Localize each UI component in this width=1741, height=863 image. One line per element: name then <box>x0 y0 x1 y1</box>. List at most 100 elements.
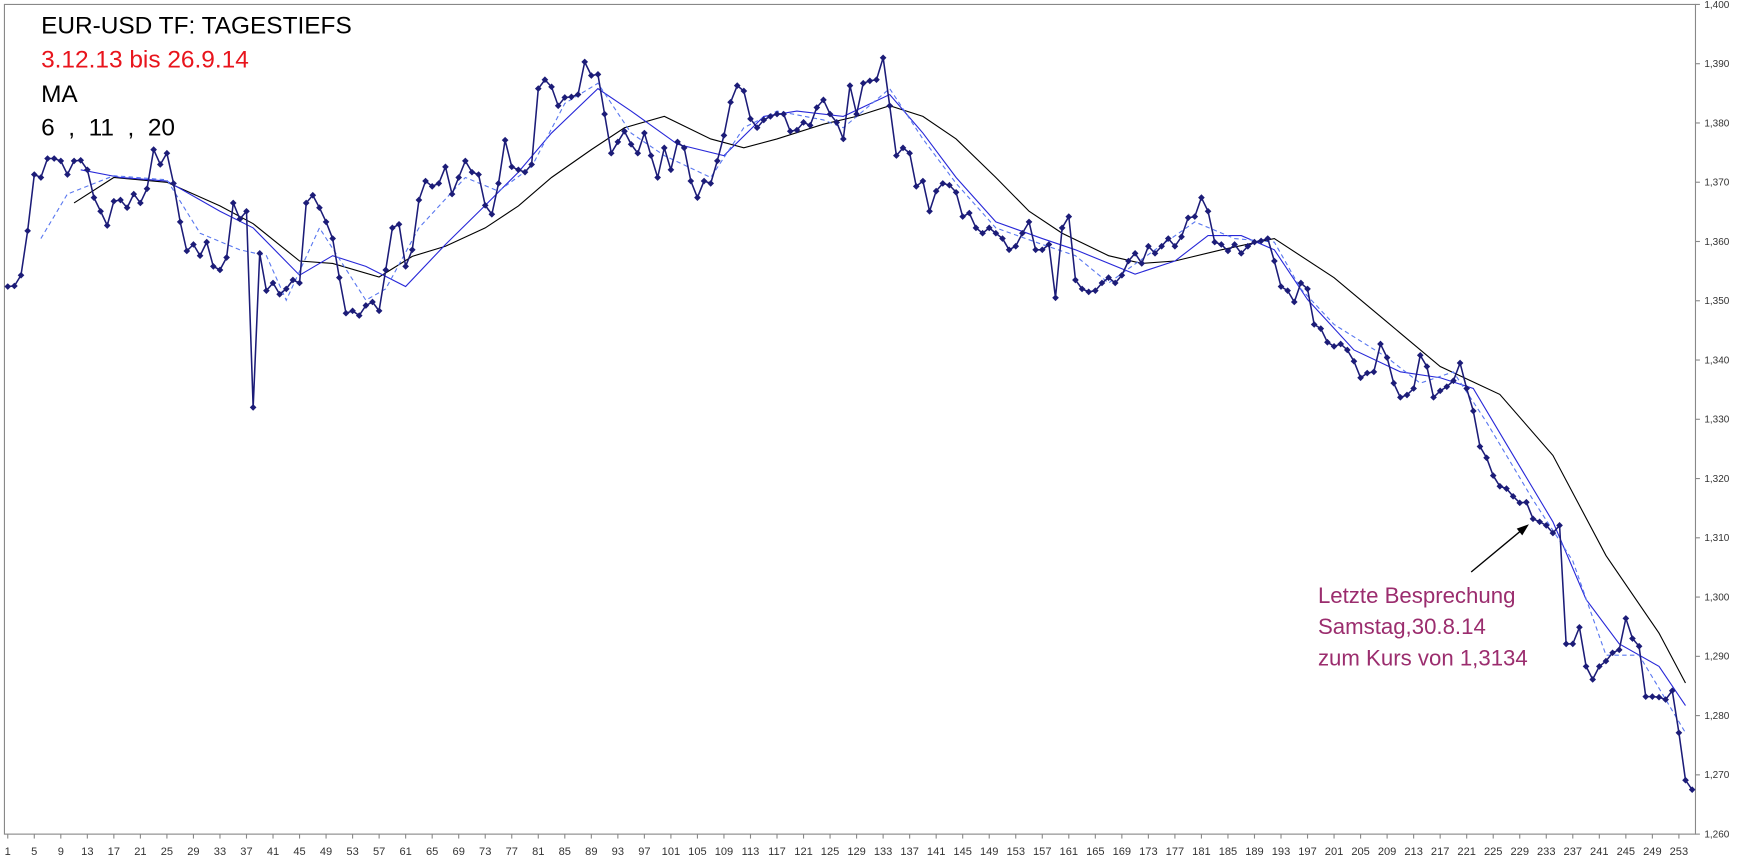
y-tick-label: 1,290 <box>1704 652 1729 663</box>
x-tick-label: 221 <box>1457 846 1476 858</box>
x-tick-label: 177 <box>1166 846 1185 858</box>
data-point <box>727 98 734 106</box>
x-tick-label: 9 <box>58 846 64 858</box>
data-point <box>1025 218 1033 226</box>
data-point <box>276 290 283 298</box>
data-point <box>800 119 807 126</box>
x-tick-label: 117 <box>768 846 786 858</box>
data-point <box>833 119 841 126</box>
data-point <box>1072 276 1079 284</box>
annotation: zum Kurs von 1,3134 <box>1318 645 1528 670</box>
data-point <box>17 271 25 279</box>
data-point <box>1576 623 1583 631</box>
chart-subtitle: 3.12.13 bis 26.9.14 <box>41 47 249 74</box>
data-point <box>296 279 303 287</box>
data-point <box>1105 274 1112 281</box>
data-point <box>581 58 589 66</box>
annotation: Samstag,30.8.14 <box>1318 614 1486 639</box>
x-tick-label: 45 <box>293 846 305 858</box>
data-point <box>660 144 668 152</box>
data-point <box>196 252 204 260</box>
x-tick-label: 125 <box>821 846 840 858</box>
x-tick-label: 69 <box>453 846 465 858</box>
data-point <box>302 199 310 207</box>
data-point <box>163 149 171 157</box>
data-point <box>939 180 947 187</box>
data-point <box>1463 385 1471 392</box>
x-tick-label: 73 <box>479 846 491 858</box>
x-tick-label: 201 <box>1325 846 1344 858</box>
x-tick-label: 1 <box>5 846 11 858</box>
data-point <box>236 215 244 223</box>
data-point <box>886 102 894 110</box>
data-point <box>1118 271 1126 279</box>
data-point <box>1343 346 1351 354</box>
data-point <box>1224 247 1232 255</box>
data-point <box>561 94 569 101</box>
data-point <box>1337 340 1345 348</box>
data-point <box>720 132 728 139</box>
data-point <box>767 113 774 120</box>
data-point <box>574 91 582 98</box>
data-point <box>309 191 317 199</box>
data-point <box>1330 343 1338 350</box>
data-point <box>1377 340 1384 348</box>
x-tick-label: 193 <box>1272 846 1291 858</box>
data-point <box>587 72 595 79</box>
y-tick-label: 1,280 <box>1704 711 1729 722</box>
x-tick-label: 105 <box>688 846 707 858</box>
data-point <box>1271 257 1278 265</box>
x-tick-label: 153 <box>1006 846 1025 858</box>
data-point <box>879 54 887 62</box>
data-point <box>1078 285 1086 293</box>
data-point <box>435 180 443 187</box>
data-point <box>1111 279 1119 287</box>
data-point <box>1562 640 1570 648</box>
data-point <box>634 149 642 157</box>
chart-title: EUR-USD TF: TAGESTIEFS <box>41 12 352 39</box>
data-point <box>1629 635 1636 642</box>
data-point <box>806 122 814 129</box>
data-point <box>1125 257 1132 265</box>
data-point <box>952 188 960 196</box>
data-point <box>289 276 297 284</box>
x-tick-label: 5 <box>31 846 37 858</box>
data-point <box>1012 242 1020 250</box>
data-point <box>641 129 648 137</box>
x-tick-label: 81 <box>532 846 544 858</box>
data-point <box>820 96 827 104</box>
x-tick-label: 157 <box>1033 846 1052 858</box>
x-tick-label: 37 <box>240 846 252 858</box>
data-point <box>1264 235 1272 242</box>
x-tick-label: 253 <box>1670 846 1689 858</box>
data-point <box>521 168 529 176</box>
x-tick-label: 145 <box>953 846 972 858</box>
y-tick-label: 1,350 <box>1704 296 1729 307</box>
x-tick-label: 77 <box>506 846 518 858</box>
x-tick-label: 57 <box>373 846 385 858</box>
x-tick-label: 109 <box>715 846 734 858</box>
x-tick-label: 101 <box>662 846 681 858</box>
data-point <box>415 196 423 204</box>
data-point <box>455 174 463 181</box>
data-point <box>1443 383 1451 391</box>
data-point <box>70 157 78 165</box>
data-point <box>1615 646 1623 654</box>
x-tick-label: 17 <box>108 846 120 858</box>
data-point <box>740 87 748 95</box>
data-point <box>654 174 661 181</box>
data-point <box>1622 615 1630 622</box>
y-tick-label: 1,260 <box>1704 829 1729 840</box>
data-point <box>223 254 230 261</box>
y-tick-label: 1,300 <box>1704 592 1729 603</box>
y-tick-label: 1,370 <box>1704 178 1729 189</box>
data-point <box>462 157 469 165</box>
data-point <box>1145 242 1152 250</box>
x-tick-label: 137 <box>900 846 919 858</box>
x-tick-label: 29 <box>187 846 199 858</box>
data-point <box>495 180 502 187</box>
x-tick-label: 161 <box>1060 846 1079 858</box>
data-point <box>448 190 456 198</box>
data-point <box>1098 279 1106 287</box>
data-point <box>607 149 615 157</box>
